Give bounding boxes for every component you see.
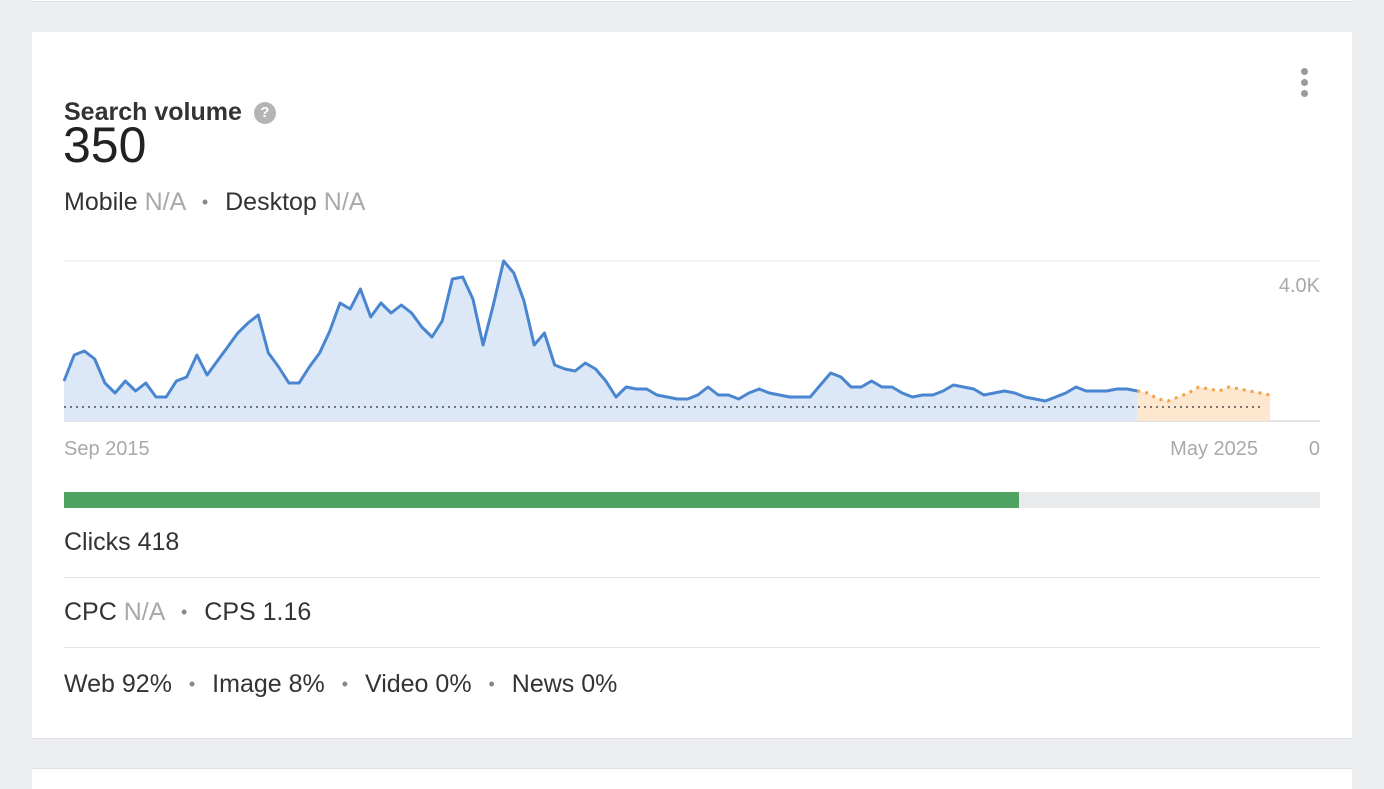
image-label: Image <box>212 670 282 698</box>
cps-value: 1.16 <box>262 598 312 626</box>
search-volume-value: 350 <box>63 117 147 173</box>
cps-label: CPS <box>204 598 256 626</box>
more-options-icon[interactable] <box>1298 68 1310 98</box>
cpc-label: CPC <box>64 598 117 626</box>
desktop-value: N/A <box>323 188 366 216</box>
news-label: News <box>511 670 575 698</box>
separator: • <box>201 192 209 212</box>
y-min-label: 0 <box>1309 438 1320 460</box>
y-max-label: 4.0K <box>1279 275 1321 297</box>
serp-features-row: Web 92% • Image 8% • Video 0% • News 0% <box>64 670 1320 699</box>
cpc-value: N/A <box>123 598 165 626</box>
card-header: Search volume ? <box>64 98 276 127</box>
search-volume-card: Search volume ? 350 Mobile N/A • Desktop… <box>32 32 1352 739</box>
clicks-row: Clicks 418 <box>64 528 1320 578</box>
clicks-progress-bar <box>64 492 1320 508</box>
separator: • <box>488 674 495 694</box>
image-value: 8% <box>288 670 325 698</box>
previous-card <box>32 0 1352 2</box>
mobile-label: Mobile <box>64 188 138 216</box>
separator: • <box>341 674 349 694</box>
web-label: Web <box>64 670 115 698</box>
device-split: Mobile N/A • Desktop N/A <box>64 188 365 217</box>
clicks-value: 418 <box>137 528 180 556</box>
history-area <box>64 261 1138 421</box>
clicks-label: Clicks <box>64 528 131 556</box>
history-line <box>62 259 1138 403</box>
mobile-value: N/A <box>144 188 185 216</box>
cpc-row: CPC N/A • CPS 1.16 <box>64 598 1320 648</box>
desktop-label: Desktop <box>225 188 317 216</box>
video-value: 0% <box>435 670 472 698</box>
news-value: 0% <box>581 670 618 698</box>
help-icon[interactable]: ? <box>253 101 276 124</box>
forecast-line <box>1137 385 1271 403</box>
clicks-progress-fill <box>64 492 1019 508</box>
x-end-label: May 2025 <box>1170 438 1258 460</box>
video-label: Video <box>364 670 429 698</box>
web-value: 92% <box>121 670 172 698</box>
search-volume-chart[interactable]: 4.0K Sep 2015 May 2025 0 <box>32 32 1352 472</box>
forecast-area <box>1137 387 1271 421</box>
x-start-label: Sep 2015 <box>64 438 150 460</box>
next-card <box>32 768 1352 789</box>
card-title: Search volume <box>64 98 242 126</box>
separator: • <box>181 602 188 622</box>
separator: • <box>188 674 196 694</box>
